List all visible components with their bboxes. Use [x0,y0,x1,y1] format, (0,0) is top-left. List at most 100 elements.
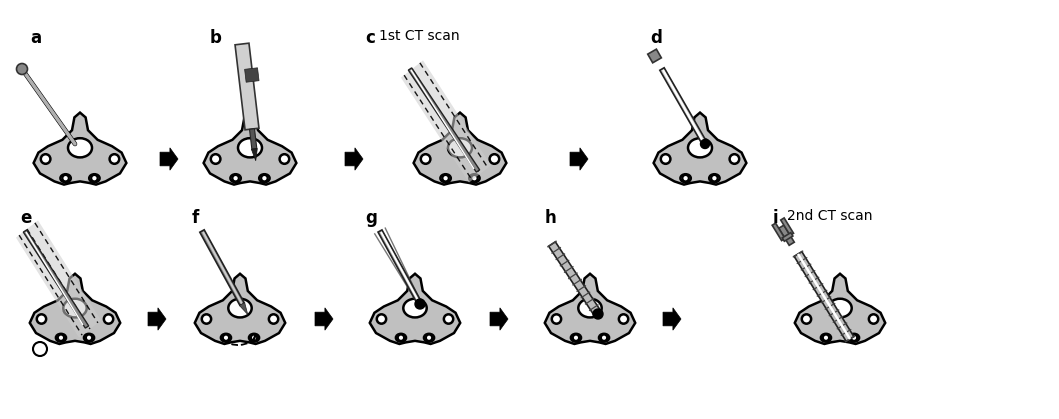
Ellipse shape [849,334,859,341]
Circle shape [262,175,268,181]
Circle shape [618,314,628,324]
Circle shape [489,154,499,164]
Ellipse shape [60,174,71,182]
Circle shape [62,175,69,181]
Polygon shape [544,274,635,344]
Ellipse shape [249,334,259,341]
Text: c: c [365,29,375,47]
Polygon shape [549,242,602,316]
Circle shape [269,314,279,324]
Polygon shape [662,70,705,143]
Circle shape [661,154,670,164]
Polygon shape [414,113,506,185]
Polygon shape [235,43,259,130]
Polygon shape [200,230,245,305]
Polygon shape [148,308,166,330]
Ellipse shape [578,299,602,318]
Polygon shape [23,230,89,328]
Ellipse shape [571,334,581,341]
Circle shape [682,175,688,181]
Polygon shape [345,148,363,170]
Circle shape [251,335,257,341]
Ellipse shape [441,174,451,182]
Polygon shape [160,148,178,170]
Circle shape [823,335,829,341]
Ellipse shape [448,138,472,158]
Polygon shape [245,68,259,82]
Circle shape [86,335,92,341]
Polygon shape [663,308,681,330]
Polygon shape [378,230,421,305]
Circle shape [58,335,65,341]
Text: f: f [192,209,199,227]
Ellipse shape [221,334,231,341]
Ellipse shape [64,299,87,318]
Ellipse shape [469,174,480,182]
Circle shape [593,309,603,319]
Ellipse shape [424,334,434,341]
Circle shape [109,154,120,164]
Polygon shape [797,253,851,340]
Circle shape [868,314,878,324]
Ellipse shape [231,174,240,182]
Text: g: g [365,209,377,227]
Polygon shape [30,274,121,344]
Circle shape [552,314,561,324]
Circle shape [700,140,710,148]
Circle shape [573,335,579,341]
Circle shape [730,154,739,164]
Circle shape [37,314,47,324]
Circle shape [280,154,289,164]
Polygon shape [195,274,285,344]
Polygon shape [653,113,747,185]
Text: b: b [210,29,222,47]
Polygon shape [25,232,84,326]
Circle shape [600,335,607,341]
Polygon shape [370,274,461,344]
Circle shape [802,314,811,324]
Circle shape [426,335,432,341]
Polygon shape [778,225,794,246]
Circle shape [104,314,113,324]
Ellipse shape [68,138,92,158]
Circle shape [420,154,430,164]
Circle shape [91,175,97,181]
Circle shape [41,154,51,164]
Text: e: e [20,209,32,227]
Circle shape [377,314,387,324]
Circle shape [712,175,718,181]
Ellipse shape [89,174,100,182]
Ellipse shape [84,334,94,341]
Ellipse shape [828,299,851,318]
Polygon shape [648,49,662,63]
Circle shape [222,335,229,341]
Text: 2nd CT scan: 2nd CT scan [787,209,873,223]
Polygon shape [34,113,126,185]
Circle shape [471,175,478,181]
Text: d: d [650,29,662,47]
Ellipse shape [229,299,252,318]
Polygon shape [411,70,474,169]
Polygon shape [239,303,248,315]
Polygon shape [202,232,243,305]
Polygon shape [772,223,785,241]
Polygon shape [780,218,793,235]
Circle shape [851,335,857,341]
Text: h: h [545,209,557,227]
Ellipse shape [396,334,406,341]
Polygon shape [794,252,854,341]
Polygon shape [250,129,257,149]
Text: a: a [30,29,41,47]
Circle shape [211,154,220,164]
Circle shape [202,314,211,324]
Ellipse shape [259,174,270,182]
Circle shape [398,335,405,341]
Polygon shape [203,113,297,185]
Circle shape [232,175,238,181]
Polygon shape [570,148,588,170]
Text: i: i [773,209,778,227]
Ellipse shape [821,334,831,341]
Polygon shape [16,220,101,338]
Ellipse shape [688,138,712,158]
Polygon shape [660,68,707,145]
